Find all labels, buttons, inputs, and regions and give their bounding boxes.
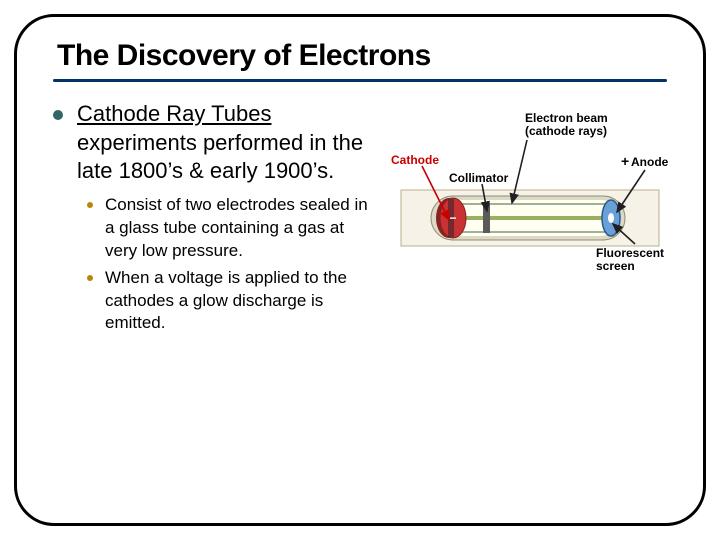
list-item-rest: experiments performed in the late 1800’s…	[77, 130, 363, 184]
list-item: Cathode Ray Tubes experiments performed …	[53, 100, 373, 186]
list-item-text: Cathode Ray Tubes experiments performed …	[77, 100, 373, 186]
slide-title: The Discovery of Electrons	[53, 39, 667, 73]
slide-frame: The Discovery of Electrons Cathode Ray T…	[14, 14, 706, 526]
bullet-icon	[53, 110, 63, 120]
bullet-icon	[87, 275, 93, 281]
cathode-ray-tube-diagram: − Electron beam (cathode rays) Cathode C…	[387, 104, 677, 314]
slide-body: Cathode Ray Tubes experiments performed …	[53, 100, 667, 339]
label-collimator: Collimator	[449, 172, 508, 185]
underlined-term: Cathode Ray Tubes	[77, 101, 271, 126]
label-electron-beam: Electron beam (cathode rays)	[525, 112, 608, 138]
title-underline	[53, 79, 667, 82]
svg-text:−: −	[449, 211, 456, 225]
list-item: When a voltage is applied to the cathode…	[87, 267, 373, 336]
list-item: Consist of two electrodes sealed in a gl…	[87, 194, 373, 263]
list-item-text: Consist of two electrodes sealed in a gl…	[105, 194, 373, 263]
label-anode: Anode	[631, 156, 668, 169]
bullet-icon	[87, 202, 93, 208]
sub-list: Consist of two electrodes sealed in a gl…	[87, 194, 373, 336]
list-item-text: When a voltage is applied to the cathode…	[105, 267, 373, 336]
label-fluorescent-screen: Fluorescent screen	[596, 247, 664, 273]
label-cathode: Cathode	[391, 154, 439, 167]
label-plus: +	[621, 154, 629, 169]
text-column: Cathode Ray Tubes experiments performed …	[53, 100, 373, 339]
